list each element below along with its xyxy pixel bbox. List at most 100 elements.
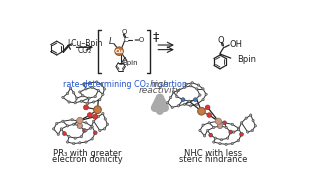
Circle shape [87,113,92,118]
Circle shape [99,129,101,132]
Circle shape [196,88,198,90]
Circle shape [85,88,87,90]
Text: Cu: Cu [115,49,124,54]
Circle shape [213,141,215,143]
Circle shape [72,123,75,125]
Circle shape [80,136,82,138]
Circle shape [173,91,175,93]
Circle shape [205,93,207,95]
Circle shape [86,102,89,105]
Circle shape [106,123,109,125]
Circle shape [102,93,104,95]
Circle shape [77,123,82,129]
Circle shape [202,124,204,126]
Text: rate-determining CO₂ insertion: rate-determining CO₂ insertion [62,80,186,89]
Circle shape [93,131,97,135]
Circle shape [205,105,210,110]
Text: PR₃ with greater: PR₃ with greater [53,149,122,158]
Text: steric hindrance: steric hindrance [179,155,247,164]
Circle shape [217,120,220,122]
Circle shape [254,125,256,127]
Circle shape [97,89,100,92]
Text: reactivity: reactivity [139,86,181,95]
Circle shape [80,100,82,102]
Text: NHC with less: NHC with less [184,149,242,158]
Circle shape [231,143,233,145]
Circle shape [82,95,84,97]
Circle shape [185,83,187,85]
Circle shape [190,85,192,87]
Circle shape [202,98,204,101]
Circle shape [251,129,253,132]
Circle shape [233,131,235,133]
Circle shape [214,137,217,139]
Circle shape [227,137,229,139]
Text: LCu–Bpin: LCu–Bpin [67,39,103,48]
Circle shape [66,92,69,95]
Circle shape [62,132,66,136]
Circle shape [99,98,101,101]
Circle shape [89,82,91,84]
Circle shape [72,92,75,94]
Circle shape [203,135,206,137]
Circle shape [220,139,223,141]
Circle shape [76,97,78,99]
Circle shape [85,141,87,143]
Circle shape [199,129,201,132]
Circle shape [94,95,96,98]
Circle shape [213,126,215,129]
Circle shape [237,127,240,129]
Circle shape [82,83,85,85]
Circle shape [91,125,93,128]
Circle shape [79,91,81,93]
Circle shape [90,127,92,129]
Circle shape [66,141,69,143]
Text: Bpin: Bpin [237,55,256,64]
Circle shape [215,118,222,124]
Circle shape [56,122,58,125]
Circle shape [102,112,104,115]
Circle shape [62,96,64,98]
Circle shape [219,143,221,145]
Circle shape [66,125,69,127]
Circle shape [191,82,193,84]
Circle shape [208,122,210,124]
Circle shape [93,101,95,103]
Circle shape [77,117,83,124]
Text: O: O [122,29,127,35]
Circle shape [176,95,178,98]
Text: Bpin: Bpin [122,60,138,66]
Circle shape [177,89,179,92]
Circle shape [82,129,86,132]
Circle shape [166,102,169,104]
Circle shape [225,143,227,146]
Circle shape [197,107,205,115]
Circle shape [202,88,204,90]
Circle shape [88,97,90,99]
Circle shape [240,132,243,136]
Circle shape [85,129,87,132]
Circle shape [207,113,212,117]
Circle shape [169,96,172,98]
Circle shape [97,115,100,118]
Circle shape [74,137,76,139]
Circle shape [237,139,240,142]
Circle shape [217,123,223,129]
Text: L: L [109,37,114,46]
Circle shape [79,142,81,144]
Circle shape [57,133,59,136]
Circle shape [94,106,101,114]
Circle shape [177,105,179,107]
Circle shape [209,133,213,137]
Circle shape [237,129,240,131]
Circle shape [91,138,93,140]
Circle shape [181,98,185,102]
Circle shape [93,120,95,122]
Circle shape [246,131,249,133]
Circle shape [115,47,123,55]
Circle shape [183,86,186,88]
Circle shape [245,117,247,119]
Circle shape [100,83,103,85]
Circle shape [104,118,106,120]
Text: high: high [150,80,170,89]
